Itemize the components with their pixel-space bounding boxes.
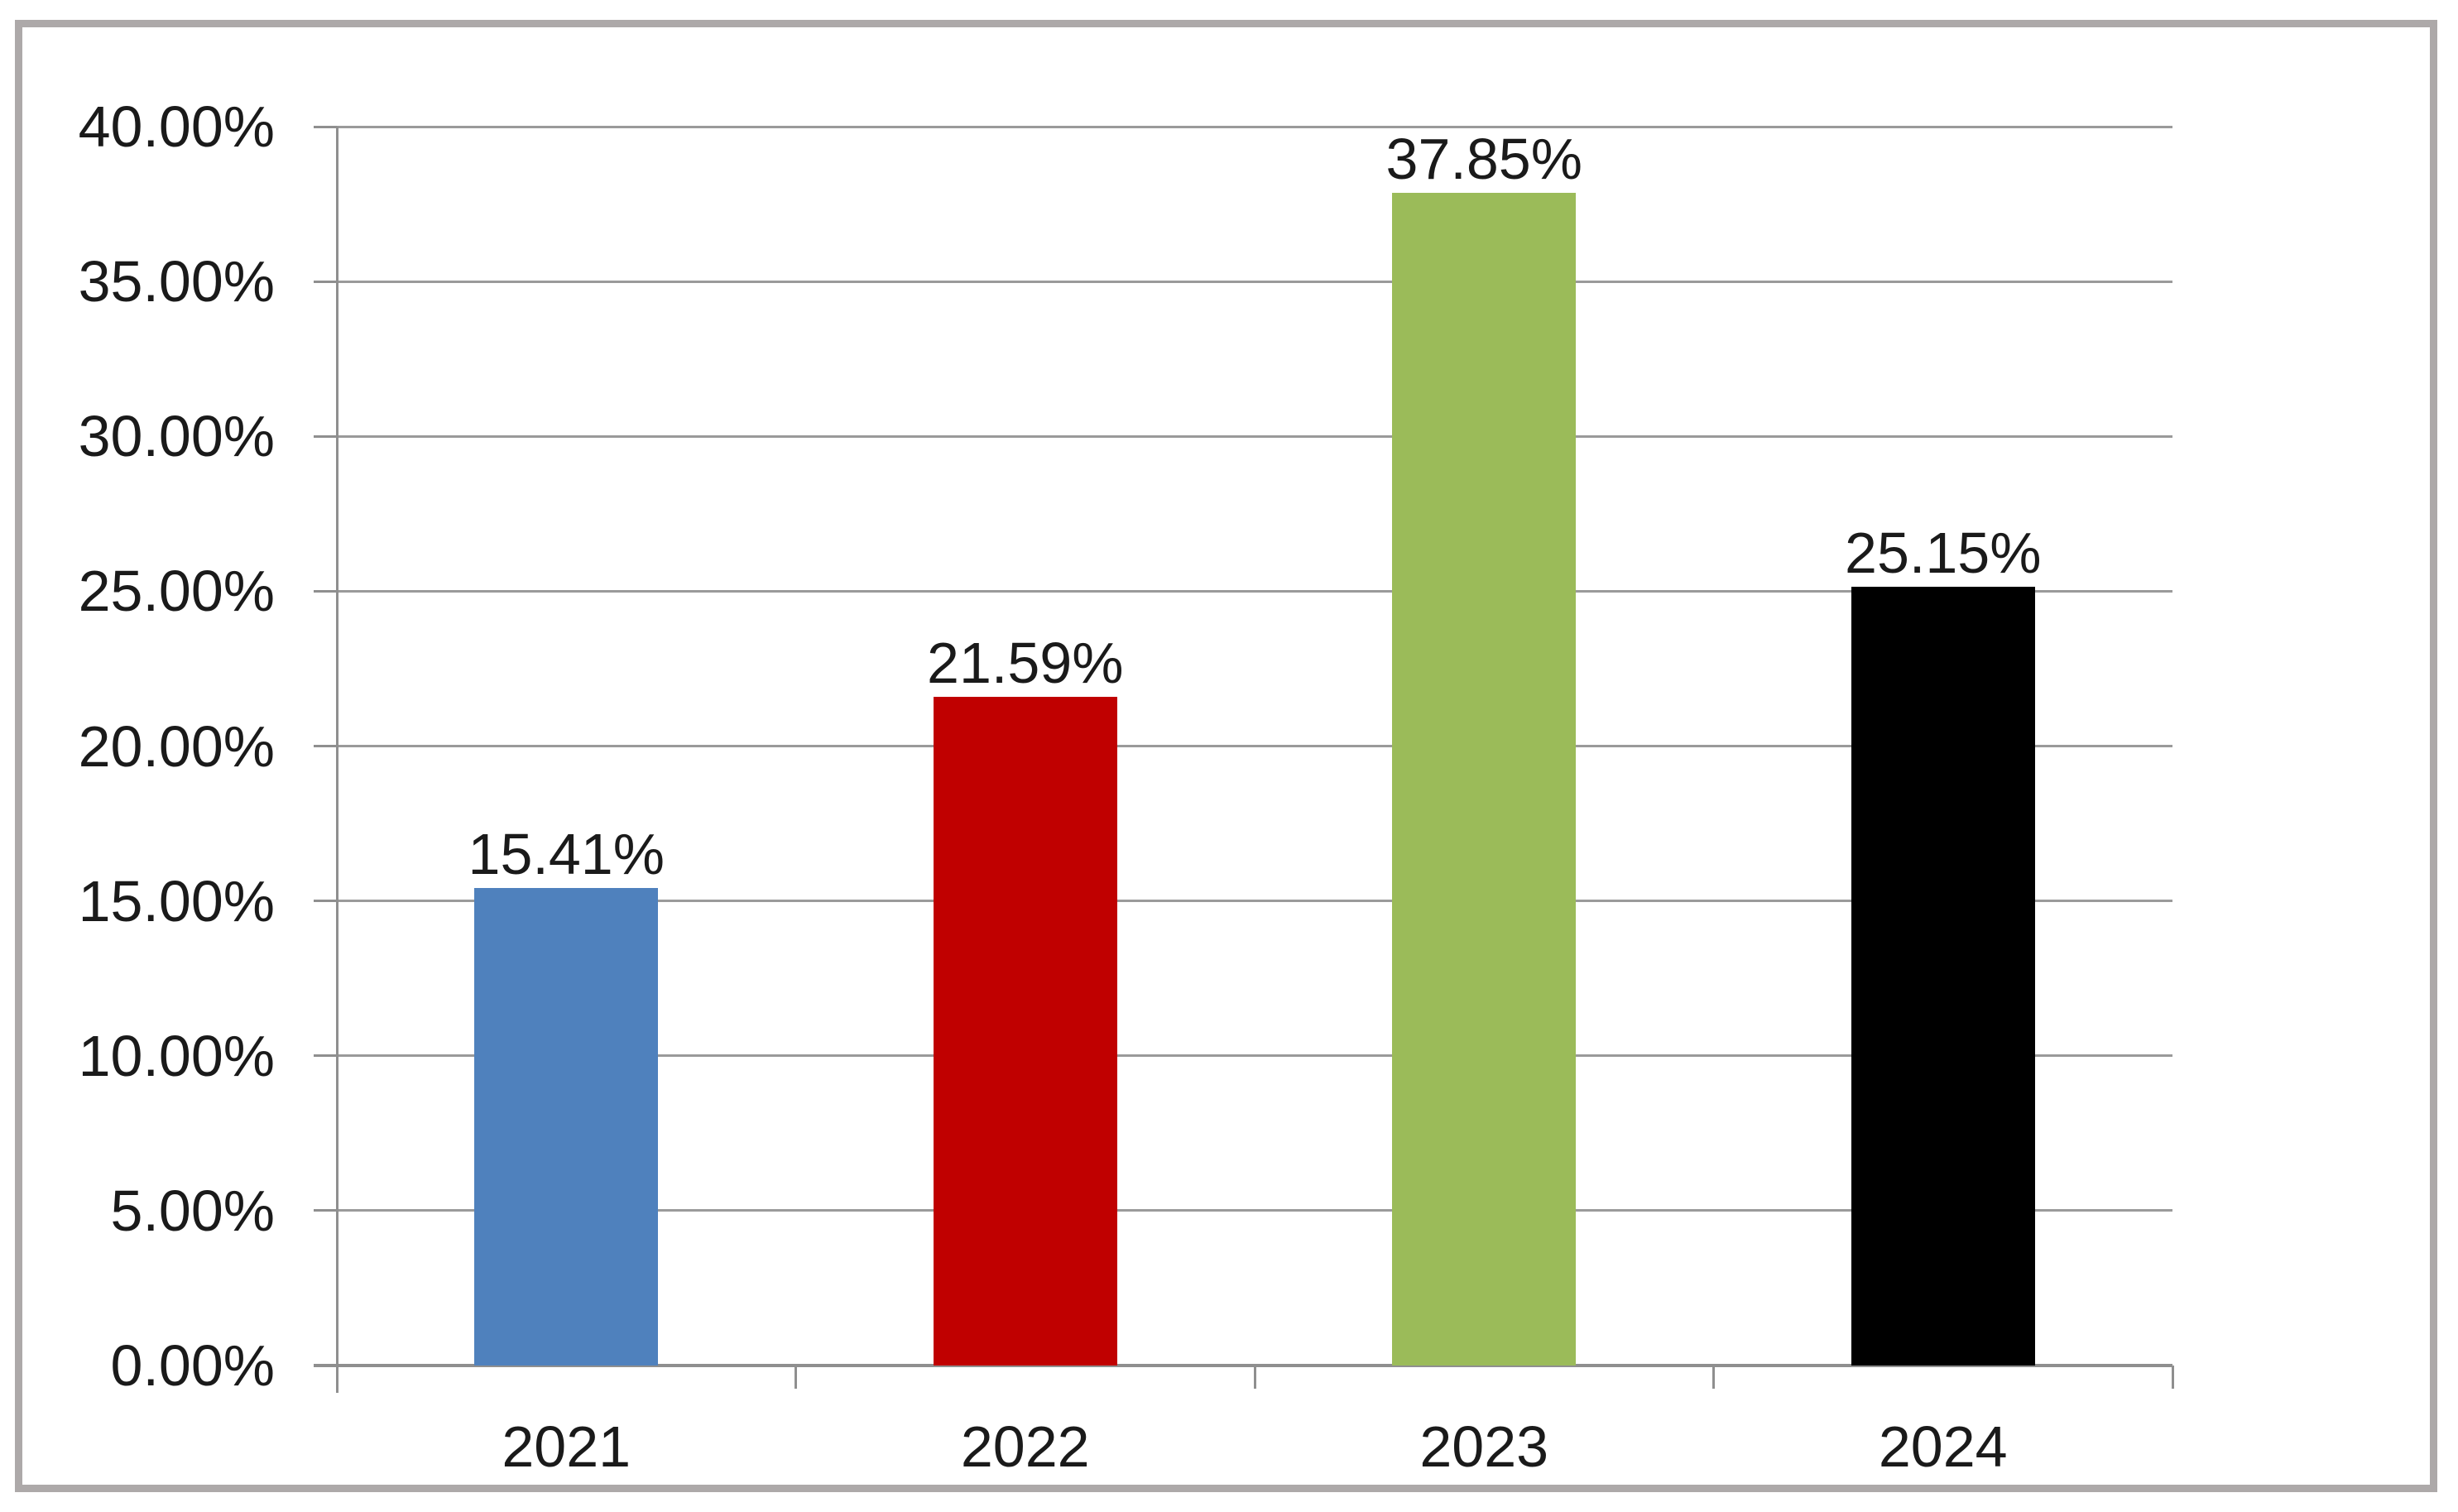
gridline	[337, 900, 2172, 903]
y-axis-tick-label: 20.00%	[78, 713, 275, 779]
y-tick-mark	[314, 1209, 337, 1212]
x-tick-mark	[1712, 1366, 1715, 1389]
x-axis-line	[314, 1364, 2172, 1367]
gridline	[337, 1054, 2172, 1058]
bar-2024	[1851, 586, 2035, 1366]
y-axis-tick-label: 35.00%	[78, 249, 275, 314]
gridline	[337, 745, 2172, 747]
bar-value-label-2023: 37.85%	[1385, 127, 1582, 192]
y-axis-tick-label: 25.00%	[78, 559, 275, 624]
x-axis-category-label-2024: 2024	[1878, 1414, 2008, 1479]
y-axis-tick-label: 40.00%	[78, 94, 275, 159]
bar-value-label-2022: 21.59%	[927, 630, 1124, 695]
y-axis-tick-label: 5.00%	[110, 1178, 275, 1243]
y-axis-line	[335, 127, 338, 1393]
y-axis-tick-label: 15.00%	[78, 868, 275, 934]
bar-value-label-2021: 15.41%	[468, 822, 665, 887]
x-tick-mark	[335, 1366, 338, 1389]
gridline	[337, 280, 2172, 283]
x-tick-mark	[795, 1366, 797, 1389]
bar-value-label-2024: 25.15%	[1845, 520, 2042, 585]
x-tick-mark	[2171, 1366, 2174, 1389]
y-tick-mark	[314, 1364, 337, 1367]
bar-2022	[933, 696, 1117, 1366]
gridline	[337, 434, 2172, 438]
y-tick-mark	[314, 1054, 337, 1058]
y-tick-mark	[314, 589, 337, 593]
bar-2023	[1392, 193, 1577, 1366]
gridline	[337, 1209, 2172, 1212]
y-axis-tick-label: 30.00%	[78, 404, 275, 469]
bar-2021	[474, 888, 659, 1366]
x-axis-category-label-2022: 2022	[960, 1414, 1090, 1479]
y-tick-mark	[314, 434, 337, 438]
y-tick-mark	[314, 900, 337, 903]
x-tick-mark	[1253, 1366, 1256, 1389]
y-tick-mark	[314, 125, 337, 128]
x-axis-category-label-2021: 2021	[502, 1414, 631, 1479]
y-axis-tick-label: 0.00%	[110, 1333, 275, 1398]
gridline	[337, 125, 2172, 128]
gridline	[337, 589, 2172, 593]
y-axis-tick-label: 10.00%	[78, 1023, 275, 1088]
x-axis-category-label-2023: 2023	[1419, 1414, 1549, 1479]
y-tick-mark	[314, 280, 337, 283]
y-tick-mark	[314, 745, 337, 747]
